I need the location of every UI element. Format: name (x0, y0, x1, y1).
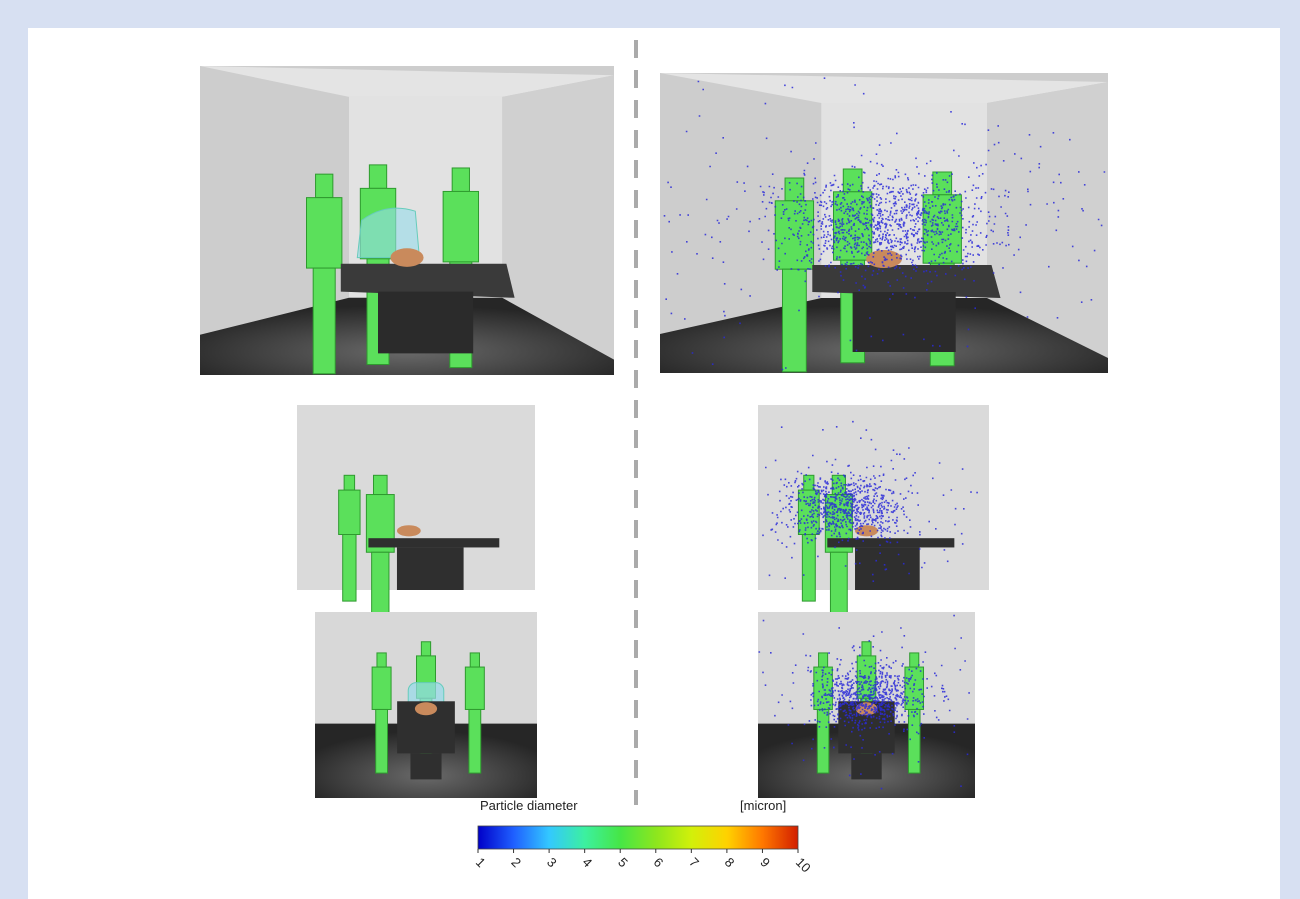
person-legs (343, 535, 356, 602)
person-legs (313, 268, 335, 374)
colorbar-tick-label: 9 (757, 855, 773, 871)
person-head (785, 178, 804, 201)
person-head (421, 642, 430, 656)
table-top (368, 538, 499, 547)
person-head (470, 653, 479, 667)
render-panel (758, 405, 989, 639)
colorbar-tick-label: 3 (544, 855, 560, 871)
legend-unit: [micron] (740, 798, 786, 813)
colorbar-tick-label: 2 (508, 855, 524, 871)
colorbar-tick-label: 5 (615, 855, 631, 871)
table-base (855, 547, 920, 590)
patient-head (855, 525, 878, 536)
table-base (397, 547, 464, 590)
table-base (378, 292, 473, 354)
person-head (344, 475, 354, 490)
colorbar-tick-label: 7 (686, 855, 702, 871)
person-torso (465, 667, 484, 709)
person-head (316, 174, 333, 197)
person-torso (372, 667, 391, 709)
person-head (819, 653, 828, 667)
person-legs (817, 709, 829, 773)
person-torso (339, 490, 360, 534)
colorbar-tick-label: 6 (651, 855, 667, 871)
table-base (410, 753, 441, 779)
person-legs (908, 709, 920, 773)
patient-head (390, 248, 423, 267)
table-base (851, 753, 881, 779)
person-head (804, 475, 814, 490)
legend-title: Particle diameter (480, 798, 578, 813)
person-head (373, 475, 387, 494)
person-head (910, 653, 919, 667)
person-torso (798, 490, 819, 534)
render-panel (200, 66, 614, 375)
colorbar-tick-label: 10 (793, 855, 814, 876)
colorbar-tick-label: 8 (722, 855, 738, 871)
person-legs (376, 709, 388, 773)
colorbar (478, 826, 798, 849)
person-legs (782, 269, 806, 372)
person-head (862, 642, 871, 656)
figure: Particle diameter [micron] 1 2 3 4 5 6 7 8 9 10 (0, 0, 1300, 899)
page: Particle diameter [micron] 12345678910 (… (0, 0, 1300, 899)
person-head (369, 165, 386, 188)
render-panel (297, 405, 535, 639)
person-legs (802, 535, 815, 602)
render-panel (315, 612, 537, 798)
colorbar-tick-label: 1 (473, 855, 489, 871)
patient-head (397, 525, 421, 536)
person-torso (307, 198, 342, 268)
person-head (452, 168, 469, 191)
colorbar-tick-label: 4 (580, 855, 596, 871)
person-head (377, 653, 386, 667)
table-base (853, 292, 956, 352)
person-legs (469, 709, 481, 773)
render-panel (758, 612, 975, 798)
person-torso (443, 191, 478, 261)
person-head (843, 169, 862, 192)
render-panel (660, 73, 1108, 373)
patient-head (415, 702, 437, 715)
